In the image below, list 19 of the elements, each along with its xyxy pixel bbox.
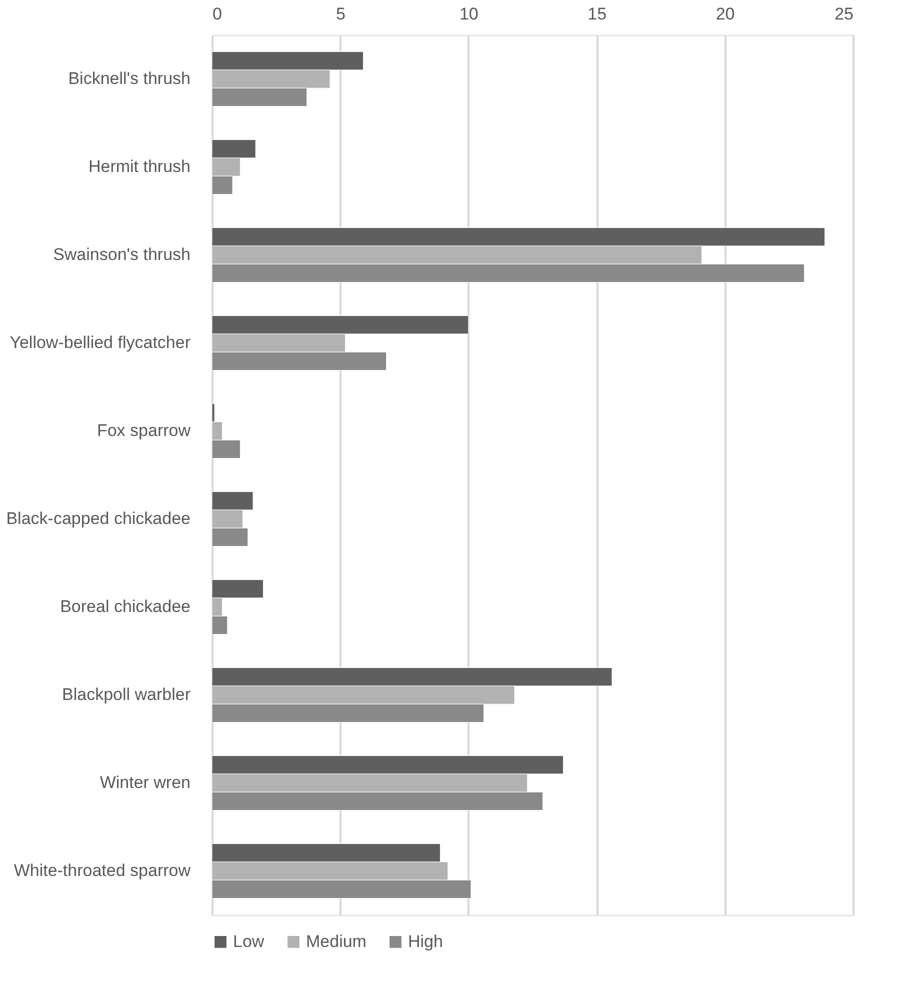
y-tick-label: Fox sparrow <box>96 421 192 440</box>
y-tick-label: White-throated sparrow <box>14 861 192 880</box>
legend-label: Low <box>233 932 265 951</box>
x-tick-label: 0 <box>212 4 222 24</box>
y-tick-label: Winter wren <box>100 773 190 792</box>
y-tick-label: Yellow-bellied flycatcher <box>10 333 191 352</box>
legend-label: High <box>408 932 443 951</box>
x-tick-label: 20 <box>716 4 735 24</box>
x-tick-label: 25 <box>834 4 854 24</box>
y-tick-label: Boreal chickadee <box>60 597 190 616</box>
y-tick-label: Bicknell's thrush <box>68 69 190 88</box>
legend-label: Medium <box>306 932 366 951</box>
y-tick-label: Black-capped chickadee <box>6 509 190 528</box>
x-tick-label: 15 <box>588 4 607 24</box>
x-tick-label: 10 <box>459 4 478 24</box>
x-tick-label: 5 <box>336 4 346 24</box>
y-tick-label: Hermit thrush <box>88 157 190 176</box>
y-tick-label: Blackpoll warbler <box>62 685 191 704</box>
y-tick-label: Swainson's thrush <box>53 245 190 264</box>
